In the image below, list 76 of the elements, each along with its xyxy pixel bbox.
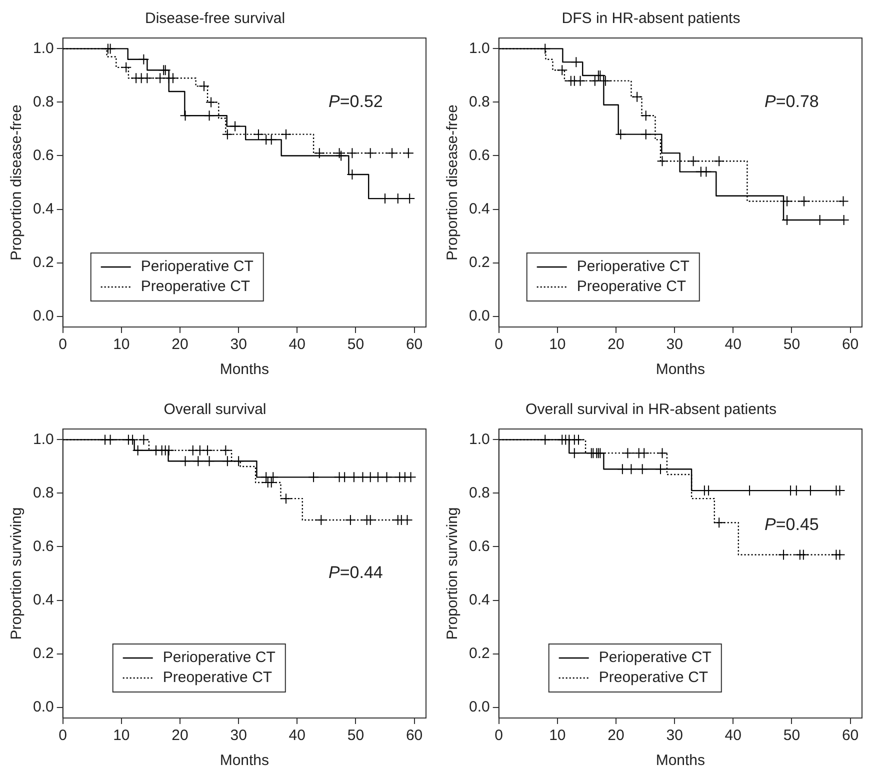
y-tick-label: 1.0 [468,40,490,57]
x-tick-label: 30 [666,336,683,354]
y-axis-title: Proportion disease-free [444,104,462,260]
y-tick-label: 0.0 [32,307,54,324]
x-tick-label: 30 [230,336,247,354]
y-axis-title: Proportion surviving [444,507,462,640]
y-tick-label: 0.8 [468,484,490,502]
y-tick-label: 0.4 [32,200,54,218]
y-tick-label: 0.6 [32,146,54,164]
chart-title: Overall survival in HR-absent patients [526,401,776,418]
chart-title: Overall survival [164,401,266,418]
x-tick-label: 30 [230,727,247,744]
legend-label: Preoperative CT [162,669,272,686]
y-tick-label: 0.4 [468,200,490,218]
x-tick-label: 20 [608,336,624,354]
annotation: P=0.45 [764,515,819,534]
x-axis-title: Months [220,752,270,770]
x-tick-label: 0 [494,727,504,744]
x-tick-label: 40 [288,727,306,744]
x-tick-label: 10 [113,727,130,744]
x-axis-title: Months [656,752,706,770]
x-tick-label: 30 [666,727,683,744]
x-axis-title: Months [656,361,706,378]
y-tick-label: 0.0 [32,698,54,716]
legend-label: Preoperative CT [598,669,708,686]
x-tick-label: 20 [172,336,188,354]
x-tick-label: 0 [494,336,504,354]
x-tick-label: 10 [549,727,566,744]
x-tick-label: 40 [724,727,742,744]
x-tick-label: 20 [608,727,624,744]
legend-label: Perioperative CT [162,649,276,666]
x-tick-label: 60 [406,336,423,354]
chart-title: Disease-free survival [144,10,286,28]
y-tick-label: 0.6 [468,538,490,555]
x-tick-label: 20 [172,727,188,744]
y-axis-title: Proportion disease-free [8,104,26,260]
y-tick-label: 0.6 [32,538,54,555]
x-tick-label: 60 [842,727,859,744]
x-tick-label: 0 [58,336,68,354]
x-tick-label: 50 [347,336,364,354]
y-tick-label: 0.8 [32,93,54,110]
y-tick-label: 0.4 [468,591,490,608]
y-tick-label: 0.2 [468,644,490,662]
y-axis-title: Proportion surviving [8,507,26,640]
annotation: P=0.44 [328,563,383,582]
x-tick-label: 60 [406,727,423,744]
x-axis-title: Months [220,361,270,378]
annotation: P=0.52 [328,92,383,111]
y-tick-label: 0.2 [32,644,54,662]
x-tick-label: 60 [842,336,859,354]
y-tick-label: 0.0 [468,698,490,716]
x-tick-label: 10 [549,336,566,354]
y-tick-label: 0.2 [32,254,54,271]
y-tick-label: 1.0 [32,430,54,448]
x-tick-label: 50 [783,727,800,744]
y-tick-label: 0.0 [468,307,490,324]
x-tick-label: 10 [113,336,130,354]
y-tick-label: 1.0 [32,40,54,57]
x-tick-label: 40 [724,336,742,354]
y-tick-label: 0.4 [32,591,54,608]
legend-label: Preoperative CT [140,278,250,296]
annotation: P=0.78 [764,92,819,111]
y-tick-label: 0.6 [468,146,490,164]
y-tick-label: 0.2 [468,254,490,271]
legend-label: Preoperative CT [576,278,686,296]
x-tick-label: 40 [288,336,306,354]
y-tick-label: 1.0 [468,430,490,448]
chart-title: DFS in HR-absent patients [562,10,740,28]
x-tick-label: 50 [783,336,800,354]
y-tick-label: 0.8 [468,93,490,110]
x-tick-label: 50 [347,727,364,744]
legend-label: Perioperative CT [140,258,254,276]
legend-label: Perioperative CT [576,258,690,276]
y-tick-label: 0.8 [32,484,54,502]
legend-label: Perioperative CT [598,649,712,666]
x-tick-label: 0 [58,727,68,744]
